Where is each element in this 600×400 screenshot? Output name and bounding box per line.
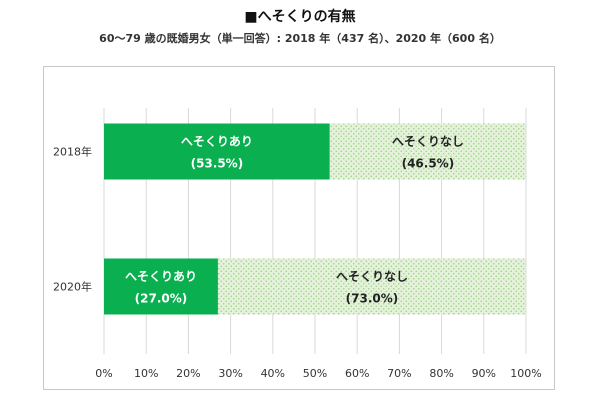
bar-segment-yes: [104, 258, 218, 315]
x-tick-label: 40%: [261, 367, 285, 380]
x-tick-label: 80%: [429, 367, 453, 380]
segment-series-label: へそくりなし: [336, 270, 408, 284]
x-tick-label: 50%: [303, 367, 327, 380]
x-tick-label: 0%: [95, 367, 112, 380]
x-tick-label: 10%: [134, 367, 158, 380]
bar-segment-no: [217, 258, 526, 315]
chart-subtitle: 60～79 歳の既婚男女（単一回答）: 2018 年（437 名）、2020 年…: [99, 32, 501, 45]
segment-value-label: (27.0%): [135, 292, 188, 306]
segment-value-label: (73.0%): [346, 292, 399, 306]
segment-series-label: へそくりあり: [125, 270, 197, 284]
chart-frame: [43, 66, 555, 390]
bar-segment-yes: [104, 123, 330, 180]
category-label: 2020年: [53, 280, 92, 294]
category-label: 2018年: [53, 145, 92, 159]
x-tick-label: 90%: [472, 367, 496, 380]
segment-value-label: (46.5%): [402, 157, 455, 171]
segment-series-label: へそくりあり: [181, 135, 253, 149]
segment-value-label: (53.5%): [191, 157, 244, 171]
chart-title: ■へそくりの有無: [244, 9, 356, 25]
x-tick-label: 60%: [345, 367, 369, 380]
x-tick-label: 30%: [218, 367, 242, 380]
x-tick-label: 20%: [176, 367, 200, 380]
x-tick-label: 100%: [510, 367, 541, 380]
bar-segment-no: [329, 123, 526, 180]
segment-series-label: へそくりなし: [392, 135, 464, 149]
x-tick-label: 70%: [387, 367, 411, 380]
